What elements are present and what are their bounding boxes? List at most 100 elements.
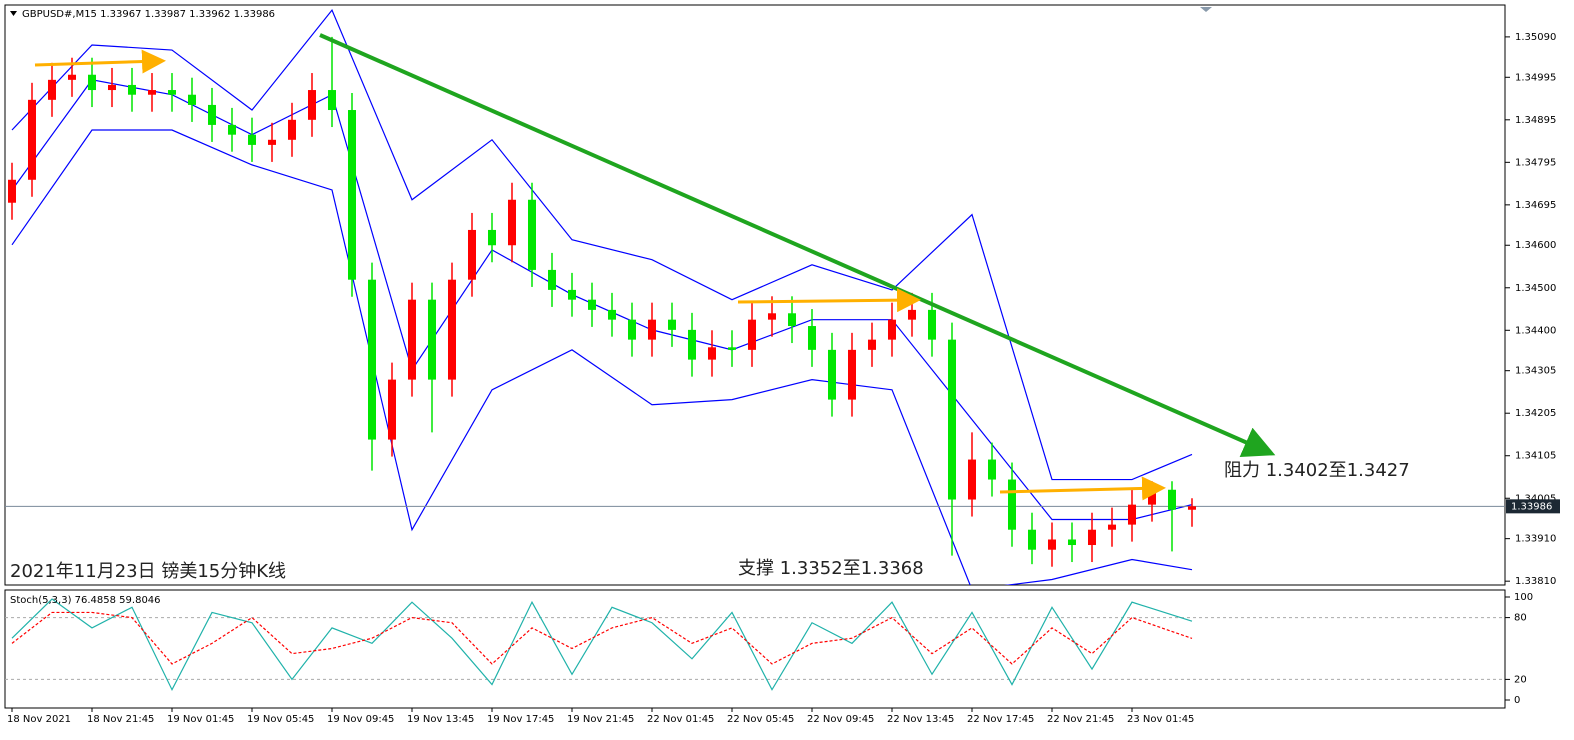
x-tick-label: 22 Nov 17:45 xyxy=(967,714,1034,725)
candle-body xyxy=(748,319,756,350)
level-arrow xyxy=(737,288,921,313)
price-label-box xyxy=(1506,499,1560,514)
candle-body xyxy=(1048,539,1056,550)
y-tick-label: 1.34695 xyxy=(1515,200,1556,211)
candle-body xyxy=(988,459,996,480)
candle-body xyxy=(508,199,516,246)
y-tick-label: 1.34895 xyxy=(1515,115,1556,126)
x-tick-label: 22 Nov 09:45 xyxy=(807,714,874,725)
candle-body xyxy=(8,179,16,203)
candle-body xyxy=(348,110,356,280)
candle-body xyxy=(168,90,176,95)
x-tick-label: 19 Nov 21:45 xyxy=(567,714,634,725)
x-tick-label: 19 Nov 09:45 xyxy=(327,714,394,725)
annotation: 2021年11月23日 镑美15分钟K线 xyxy=(10,561,286,582)
stoch-line xyxy=(11,598,1193,692)
candle-body xyxy=(428,299,436,380)
y-tick-label: 1.34600 xyxy=(1515,240,1556,251)
candle-body xyxy=(808,326,816,350)
candle-body xyxy=(228,124,236,135)
candle-body xyxy=(588,299,596,310)
candle-body xyxy=(1188,506,1196,510)
level-arrow xyxy=(34,49,166,74)
candle-body xyxy=(1108,524,1116,530)
y-tick-label: 1.34995 xyxy=(1515,72,1556,83)
candle-body xyxy=(208,104,216,125)
y-tick-label: 1.34105 xyxy=(1515,451,1556,462)
candle-body xyxy=(968,459,976,500)
candle-body xyxy=(148,90,156,95)
candle-body xyxy=(728,347,736,350)
candle-body xyxy=(288,119,296,140)
candle-body xyxy=(888,319,896,340)
x-tick-label: 19 Nov 05:45 xyxy=(247,714,314,725)
x-tick-label: 19 Nov 13:45 xyxy=(407,714,474,725)
y-tick-label: 0 xyxy=(1514,695,1520,706)
y-tick-label: 100 xyxy=(1514,592,1533,603)
candle-body xyxy=(488,229,496,246)
y-tick-label: 1.34305 xyxy=(1515,366,1556,377)
candle-body xyxy=(1088,529,1096,546)
candle-body xyxy=(648,319,656,340)
y-tick-label: 20 xyxy=(1514,674,1527,685)
candle-body xyxy=(688,329,696,360)
stoch-panel xyxy=(4,589,1506,709)
candle-body xyxy=(448,279,456,380)
y-tick-label: 1.34005 xyxy=(1515,493,1556,504)
y-tick-label: 1.33810 xyxy=(1515,576,1556,587)
main-plot xyxy=(5,8,1505,585)
candle-body xyxy=(908,309,916,320)
candle-body xyxy=(328,90,336,111)
x-tick-label: 23 Nov 01:45 xyxy=(1127,714,1194,725)
candle-body xyxy=(248,134,256,145)
current-price-label: 1.33986 xyxy=(1511,501,1552,512)
candle-body xyxy=(1028,529,1036,550)
candle-body xyxy=(868,339,876,350)
y-tick-label: 1.34795 xyxy=(1515,157,1556,168)
candle-body xyxy=(548,269,556,290)
level-arrow xyxy=(999,476,1166,501)
x-tick-label: 19 Nov 17:45 xyxy=(487,714,554,725)
scroll-marker xyxy=(1200,7,1212,12)
trend-line xyxy=(319,33,1276,457)
x-tick-label: 22 Nov 01:45 xyxy=(647,714,714,725)
candle-body xyxy=(1148,489,1156,505)
x-tick-label: 18 Nov 21:45 xyxy=(87,714,154,725)
candle-body xyxy=(1168,489,1176,510)
y-tick-label: 1.34500 xyxy=(1515,283,1556,294)
candle-body xyxy=(848,349,856,400)
y-tick-label: 1.35090 xyxy=(1515,32,1556,43)
bollinger-upper xyxy=(11,8,1193,481)
candle-body xyxy=(668,319,676,330)
candle-body xyxy=(1008,479,1016,530)
bollinger-lower xyxy=(11,129,1193,585)
y-tick-label: 1.33910 xyxy=(1515,534,1556,545)
candle-body xyxy=(568,289,576,300)
candle-body xyxy=(48,79,56,100)
candle-body xyxy=(268,139,276,145)
menu-triangle xyxy=(10,11,17,16)
candle-body xyxy=(528,199,536,270)
candle-body xyxy=(388,379,396,440)
candle-body xyxy=(28,99,36,180)
x-tick-label: 19 Nov 01:45 xyxy=(167,714,234,725)
candle-body xyxy=(308,90,316,120)
x-tick-label: 22 Nov 13:45 xyxy=(887,714,954,725)
candle-body xyxy=(188,94,196,105)
stoch-plot xyxy=(5,598,1505,692)
annotation: 阻力 1.3402至1.3427 xyxy=(1224,460,1410,481)
x-tick-label: 22 Nov 05:45 xyxy=(727,714,794,725)
candle-body xyxy=(408,299,416,380)
candle-body xyxy=(368,279,376,440)
candle-body xyxy=(768,313,776,320)
candle-body xyxy=(1128,504,1136,525)
x-tick-label: 18 Nov 2021 xyxy=(7,714,71,725)
y-tick-label: 80 xyxy=(1514,613,1527,624)
candle-body xyxy=(608,309,616,320)
y-tick-label: 1.34205 xyxy=(1515,408,1556,419)
main-panel xyxy=(4,4,1506,586)
candle-body xyxy=(948,339,956,500)
candle-body xyxy=(1068,539,1076,546)
candle-body xyxy=(88,74,96,91)
